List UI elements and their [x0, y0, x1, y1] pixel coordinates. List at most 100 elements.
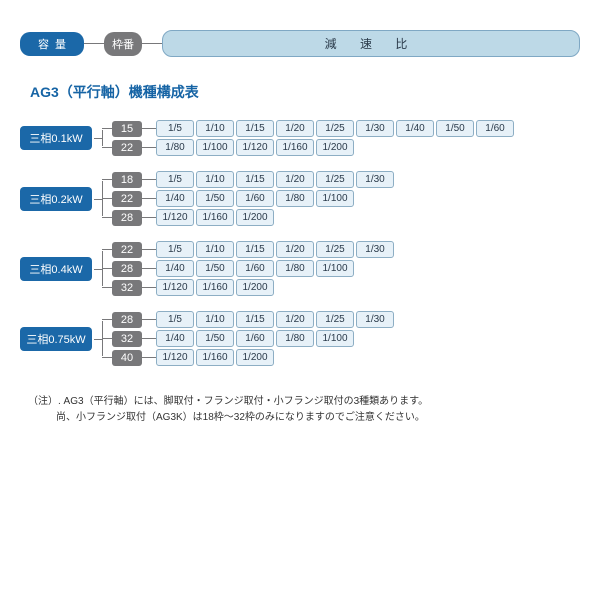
frame-box: 15 — [112, 121, 142, 137]
ratio-box: 1/50 — [436, 120, 474, 137]
connector — [142, 147, 156, 148]
connector — [142, 249, 156, 250]
frame-box: 40 — [112, 350, 142, 366]
ratio-list: 1/51/101/151/201/251/30 — [156, 171, 394, 188]
capacity-box: 三相0.1kW — [20, 126, 92, 150]
frame-column: 281/51/101/151/201/251/30321/401/501/601… — [102, 311, 394, 366]
frame-column: 221/51/101/151/201/251/30281/401/501/601… — [102, 241, 394, 296]
ratio-box: 1/5 — [156, 241, 194, 258]
ratio-box: 1/30 — [356, 311, 394, 328]
note-line-1: （注）. AG3（平行軸）には、脚取付・フランジ取付・小フランジ取付の3種類あり… — [28, 394, 580, 410]
frame-column: 181/51/101/151/201/251/30221/401/501/601… — [102, 171, 394, 226]
ratio-box: 1/60 — [476, 120, 514, 137]
ratio-box: 1/40 — [156, 260, 194, 277]
ratio-box: 1/40 — [396, 120, 434, 137]
frame-row: 40 1/1201/1601/200 — [112, 349, 394, 366]
ratio-box: 1/10 — [196, 311, 234, 328]
legend-row: 容量 枠番 減 速 比 — [20, 30, 580, 57]
ratio-list: 1/51/101/151/201/251/301/401/501/60 — [156, 120, 514, 137]
connector — [94, 199, 102, 200]
legend-ratio: 減 速 比 — [162, 30, 580, 57]
ratio-list: 1/401/501/601/801/100 — [156, 260, 354, 277]
ratio-list: 1/51/101/151/201/251/30 — [156, 311, 394, 328]
ratio-box: 1/15 — [236, 311, 274, 328]
ratio-box: 1/60 — [236, 260, 274, 277]
ratio-box: 1/120 — [236, 139, 274, 156]
ratio-box: 1/10 — [196, 171, 234, 188]
ratio-box: 1/20 — [276, 311, 314, 328]
frame-row: 321/401/501/601/801/100 — [112, 330, 394, 347]
ratio-box: 1/100 — [196, 139, 234, 156]
capacity-box: 三相0.4kW — [20, 257, 92, 281]
ratio-list: 1/1201/1601/200 — [156, 209, 274, 226]
ratio-box: 1/120 — [156, 279, 194, 296]
ratio-box: 1/30 — [356, 241, 394, 258]
ratio-box: 1/80 — [276, 260, 314, 277]
frame-column: 151/51/101/151/201/251/301/401/501/60221… — [102, 120, 514, 156]
ratio-box: 1/5 — [156, 171, 194, 188]
connector — [142, 128, 156, 129]
ratio-box: 1/25 — [316, 311, 354, 328]
ratio-list: 1/1201/1601/200 — [156, 279, 274, 296]
ratio-box: 1/20 — [276, 171, 314, 188]
ratio-box: 1/120 — [156, 209, 194, 226]
capacity-column: 三相0.1kW — [20, 120, 102, 156]
ratio-box: 1/200 — [236, 279, 274, 296]
ratio-box: 1/15 — [236, 241, 274, 258]
frame-box: 18 — [112, 172, 142, 188]
ratio-box: 1/5 — [156, 120, 194, 137]
ratio-box: 1/10 — [196, 120, 234, 137]
capacity-box: 三相0.2kW — [20, 187, 92, 211]
connector — [142, 217, 156, 218]
frame-box: 28 — [112, 210, 142, 226]
ratio-box: 1/50 — [196, 190, 234, 207]
ratio-box: 1/25 — [316, 120, 354, 137]
groups-container: 三相0.1kW151/51/101/151/201/251/301/401/50… — [20, 120, 580, 366]
connector — [142, 319, 156, 320]
frame-box: 22 — [112, 140, 142, 156]
ratio-box: 1/160 — [196, 209, 234, 226]
ratio-box: 1/5 — [156, 311, 194, 328]
ratio-box: 1/20 — [276, 120, 314, 137]
ratio-box: 1/80 — [156, 139, 194, 156]
connector — [142, 338, 156, 339]
ratio-box: 1/200 — [316, 139, 354, 156]
capacity-box: 三相0.75kW — [20, 327, 92, 351]
ratio-box: 1/60 — [236, 330, 274, 347]
ratio-box: 1/40 — [156, 190, 194, 207]
frame-row: 22 1/801/1001/1201/1601/200 — [112, 139, 514, 156]
ratio-box: 1/50 — [196, 330, 234, 347]
capacity-group: 三相0.1kW151/51/101/151/201/251/301/401/50… — [20, 120, 580, 156]
connector — [94, 138, 102, 139]
connector — [142, 43, 162, 44]
ratio-box: 1/60 — [236, 190, 274, 207]
capacity-column: 三相0.2kW — [20, 171, 102, 226]
page-title: AG3（平行軸）機種構成表 — [30, 82, 580, 102]
capacity-column: 三相0.4kW — [20, 241, 102, 296]
frame-box: 32 — [112, 331, 142, 347]
frame-row: 28 1/1201/1601/200 — [112, 209, 394, 226]
capacity-group: 三相0.4kW221/51/101/151/201/251/30281/401/… — [20, 241, 580, 296]
frame-box: 32 — [112, 280, 142, 296]
ratio-list: 1/1201/1601/200 — [156, 349, 274, 366]
ratio-box: 1/25 — [316, 171, 354, 188]
connector — [142, 357, 156, 358]
capacity-group: 三相0.2kW181/51/101/151/201/251/30221/401/… — [20, 171, 580, 226]
connector — [142, 179, 156, 180]
connector — [94, 339, 102, 340]
ratio-list: 1/401/501/601/801/100 — [156, 190, 354, 207]
ratio-box: 1/120 — [156, 349, 194, 366]
ratio-box: 1/15 — [236, 120, 274, 137]
ratio-box: 1/30 — [356, 171, 394, 188]
ratio-box: 1/80 — [276, 190, 314, 207]
legend-capacity: 容量 — [20, 32, 84, 56]
ratio-box: 1/40 — [156, 330, 194, 347]
ratio-box: 1/25 — [316, 241, 354, 258]
ratio-list: 1/801/1001/1201/1601/200 — [156, 139, 354, 156]
notes: （注）. AG3（平行軸）には、脚取付・フランジ取付・小フランジ取付の3種類あり… — [20, 394, 580, 426]
ratio-box: 1/160 — [276, 139, 314, 156]
ratio-box: 1/50 — [196, 260, 234, 277]
frame-row: 18 1/51/101/151/201/251/30 — [112, 171, 394, 188]
connector — [94, 269, 102, 270]
capacity-group: 三相0.75kW281/51/101/151/201/251/30321/401… — [20, 311, 580, 366]
